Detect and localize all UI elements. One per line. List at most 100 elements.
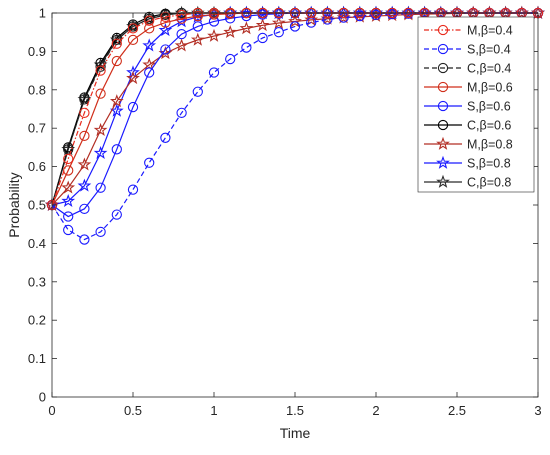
- legend-label: M,β=0.6: [467, 81, 513, 95]
- data-point: [95, 61, 106, 72]
- y-tick-label: 0.6: [28, 159, 46, 174]
- y-tick-label: 0.7: [28, 121, 46, 136]
- data-point: [126, 71, 140, 85]
- data-point: [176, 9, 187, 21]
- data-point: [289, 21, 301, 32]
- data-point: [95, 226, 106, 238]
- data-point: [273, 27, 284, 38]
- data-point: [160, 132, 171, 143]
- data-point: [126, 65, 140, 79]
- data-point: [127, 101, 139, 113]
- data-point: [95, 65, 106, 76]
- data-point: [79, 94, 90, 105]
- data-point: [225, 53, 236, 65]
- data-point: [160, 44, 171, 55]
- legend-marker: [436, 136, 450, 150]
- data-point: [127, 23, 139, 34]
- data-point: [144, 157, 155, 168]
- data-point: [176, 13, 187, 24]
- data-point: [63, 211, 74, 222]
- data-point: [142, 57, 157, 71]
- data-point: [190, 32, 205, 46]
- legend-marker: [437, 62, 449, 74]
- legend-marker: [436, 155, 450, 169]
- y-tick-label: 0.9: [28, 44, 46, 59]
- y-tick-label: 0.5: [28, 198, 46, 213]
- series-line: [51, 12, 538, 241]
- legend-marker: [437, 100, 449, 112]
- data-point: [93, 145, 108, 159]
- data-point: [127, 34, 139, 46]
- data-point: [257, 32, 268, 44]
- x-tick-label: 1.5: [286, 403, 304, 418]
- legend-label: S,β=0.8: [467, 157, 511, 171]
- y-tick-label: 0.4: [28, 236, 46, 251]
- data-point: [109, 94, 124, 108]
- data-point: [160, 11, 171, 22]
- x-tick-label: 2.5: [448, 403, 466, 418]
- data-point: [288, 14, 302, 28]
- legend-marker: [436, 174, 450, 188]
- data-point: [158, 23, 173, 37]
- y-tick-label: 0.8: [28, 82, 46, 97]
- legend-label: C,β=0.6: [467, 119, 511, 133]
- data-point: [223, 24, 238, 39]
- x-axis-label: Time: [280, 425, 311, 441]
- data-point: [192, 10, 203, 22]
- legend-marker: [437, 81, 449, 93]
- y-tick-label: 0.2: [28, 313, 46, 328]
- legend-label: S,β=0.6: [467, 100, 511, 114]
- x-tick-label: 0: [48, 403, 55, 418]
- legend-item: C,β=0.8: [424, 174, 511, 190]
- x-tick-label: 2: [372, 403, 379, 418]
- data-point: [79, 130, 90, 142]
- data-point: [160, 17, 171, 28]
- legend-marker: [437, 24, 449, 36]
- data-point: [93, 122, 108, 136]
- y-tick-label: 0.1: [28, 351, 46, 366]
- data-point: [176, 107, 187, 118]
- data-point: [79, 203, 90, 214]
- legend-item: M,β=0.8: [424, 136, 513, 152]
- x-tick-label: 0.5: [124, 403, 142, 418]
- data-point: [241, 42, 252, 53]
- x-tick-label: 3: [534, 403, 541, 418]
- data-point: [207, 28, 221, 42]
- data-point: [77, 178, 92, 192]
- data-point: [174, 38, 189, 52]
- legend-item: M,β=0.4: [424, 24, 513, 38]
- legend-item: C,β=0.4: [424, 62, 511, 76]
- legend-label: S,β=0.4: [467, 43, 511, 57]
- data-point: [304, 12, 319, 26]
- legend: M,β=0.4 S,β=0.4 C,β=0.4 M,β=0.6 S,β=0.6 C,β=0…: [417, 16, 535, 193]
- y-tick-label: 0.3: [28, 274, 46, 289]
- legend-item: M,β=0.6: [424, 81, 513, 95]
- legend-item: S,β=0.4: [424, 43, 511, 57]
- data-point: [79, 234, 90, 245]
- data-point: [354, 10, 365, 22]
- data-point: [77, 157, 92, 171]
- data-point: [63, 224, 74, 236]
- data-point: [239, 21, 254, 35]
- legend-marker: [437, 119, 449, 131]
- data-point: [95, 88, 106, 99]
- legend-label: M,β=0.4: [467, 24, 513, 38]
- data-point: [176, 28, 187, 40]
- x-tick-label: 1: [210, 403, 217, 418]
- legend-item: S,β=0.8: [424, 155, 511, 171]
- data-point: [241, 10, 252, 22]
- data-point: [111, 55, 122, 67]
- legend-label: M,β=0.8: [467, 138, 513, 152]
- data-point: [255, 18, 270, 32]
- y-tick-label: 0: [39, 390, 46, 405]
- data-point: [192, 21, 203, 32]
- legend-item: C,β=0.6: [424, 119, 511, 133]
- data-point: [63, 153, 74, 165]
- legend-label: C,β=0.4: [467, 62, 511, 76]
- data-point: [322, 14, 333, 25]
- y-axis-label: Probability: [6, 172, 22, 237]
- legend-item: S,β=0.6: [424, 100, 511, 114]
- data-point: [208, 67, 220, 78]
- data-point: [111, 209, 122, 220]
